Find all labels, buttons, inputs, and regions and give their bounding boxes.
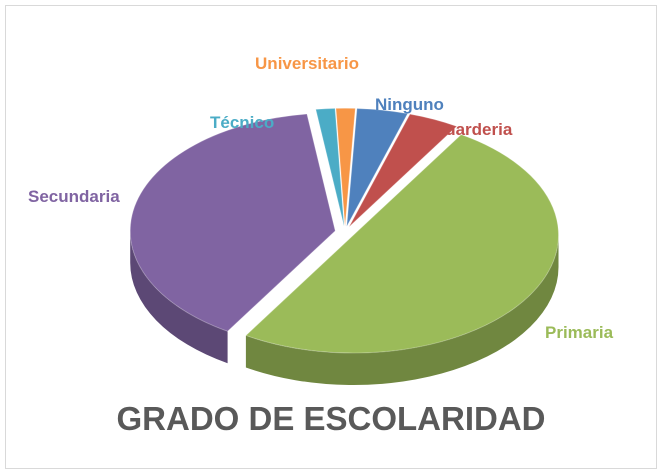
- slice: [315, 107, 345, 227]
- slice: [129, 113, 336, 332]
- data-label: Guarderia: [432, 120, 513, 139]
- data-label: Primaria: [545, 323, 614, 342]
- slice: [346, 107, 409, 227]
- slice: [335, 107, 356, 227]
- chart-title: GRADO DE ESCOLARIDAD: [116, 400, 546, 437]
- data-label: Técnico: [210, 113, 275, 132]
- data-label: Universitario: [255, 54, 359, 73]
- slice: [244, 134, 559, 354]
- slice: [348, 113, 458, 228]
- slice-side: [130, 230, 228, 364]
- frame: [5, 5, 657, 469]
- data-label: Secundaria: [28, 187, 120, 206]
- slice-side: [245, 235, 559, 386]
- data-label: Ninguno: [375, 95, 444, 114]
